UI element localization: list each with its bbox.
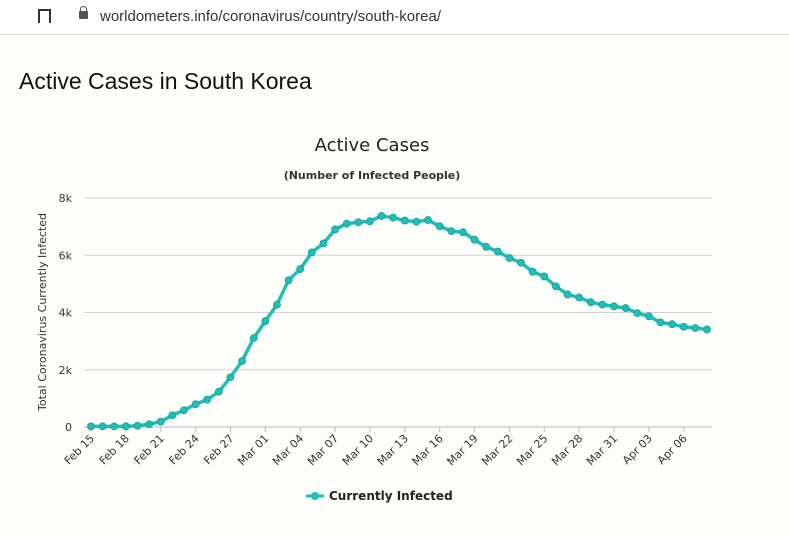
data-point[interactable] xyxy=(447,227,456,235)
lock-icon xyxy=(79,6,88,19)
page-heading: Active Cases in South Korea xyxy=(19,68,312,94)
data-point[interactable] xyxy=(168,411,177,420)
data-point[interactable] xyxy=(214,387,223,396)
data-point[interactable] xyxy=(145,420,154,429)
data-point[interactable] xyxy=(331,225,339,234)
data-point[interactable] xyxy=(273,300,281,309)
x-tick-label: Feb 18 xyxy=(97,432,132,467)
data-point[interactable] xyxy=(435,222,444,231)
data-point[interactable] xyxy=(307,248,316,257)
y-tick-label: 6k xyxy=(59,249,73,262)
data-point[interactable] xyxy=(180,406,188,415)
data-point[interactable] xyxy=(261,317,270,326)
address-bar[interactable]: worldometers.info/coronavirus/country/so… xyxy=(0,0,789,35)
data-point[interactable] xyxy=(412,217,421,226)
data-point[interactable] xyxy=(482,242,491,251)
url-text[interactable]: worldometers.info/coronavirus/country/so… xyxy=(100,8,441,25)
data-point[interactable] xyxy=(575,293,584,302)
x-tick-label: Mar 10 xyxy=(340,432,376,468)
x-tick-label: Mar 25 xyxy=(514,432,550,468)
data-point[interactable] xyxy=(691,324,700,332)
x-tick-label: Mar 16 xyxy=(410,432,446,468)
data-point[interactable] xyxy=(470,235,479,244)
y-tick-label: 0 xyxy=(65,421,72,434)
data-point[interactable] xyxy=(459,228,467,237)
data-point[interactable] xyxy=(633,309,642,318)
data-point[interactable] xyxy=(668,320,677,329)
chart-title: Active Cases xyxy=(315,135,430,156)
x-tick-label: Feb 15 xyxy=(62,432,97,467)
data-point[interactable] xyxy=(121,422,130,431)
data-point[interactable] xyxy=(598,300,607,309)
data-point[interactable] xyxy=(389,213,398,222)
data-point[interactable] xyxy=(679,322,688,331)
data-point[interactable] xyxy=(656,318,665,327)
legend-label: Currently Infected xyxy=(329,489,453,503)
data-point[interactable] xyxy=(586,298,595,307)
data-point[interactable] xyxy=(517,258,525,267)
legend-item[interactable]: Currently Infected xyxy=(306,489,453,503)
data-point[interactable] xyxy=(87,422,95,431)
data-point[interactable] xyxy=(610,302,618,311)
data-point[interactable] xyxy=(528,267,537,276)
x-tick-label: Mar 19 xyxy=(444,432,480,468)
data-point[interactable] xyxy=(156,417,165,426)
y-tick-label: 2k xyxy=(59,364,73,377)
x-tick-label: Mar 13 xyxy=(375,432,411,468)
data-point[interactable] xyxy=(493,247,502,256)
data-point[interactable] xyxy=(284,276,293,285)
data-point[interactable] xyxy=(703,325,711,334)
data-point[interactable] xyxy=(191,400,200,409)
x-tick-label: Mar 01 xyxy=(235,432,271,468)
data-point[interactable] xyxy=(644,312,653,321)
x-tick-label: Mar 22 xyxy=(479,432,515,468)
x-tick-label: Mar 28 xyxy=(549,432,585,468)
x-tick-label: Apr 06 xyxy=(655,432,690,467)
data-point[interactable] xyxy=(400,216,409,225)
data-point[interactable] xyxy=(342,219,351,228)
data-point[interactable] xyxy=(621,304,630,312)
data-point[interactable] xyxy=(563,290,572,299)
x-tick-label: Feb 21 xyxy=(132,432,167,467)
data-point[interactable] xyxy=(505,254,514,262)
x-tick-label: Mar 31 xyxy=(584,432,620,468)
data-point[interactable] xyxy=(377,212,386,220)
y-axis-label: Total Coronavirus Currently Infected xyxy=(36,213,49,412)
x-tick-label: Apr 03 xyxy=(620,432,655,467)
data-point[interactable] xyxy=(203,395,212,404)
data-point[interactable] xyxy=(319,239,328,248)
x-tick-label: Mar 04 xyxy=(270,432,306,468)
data-point[interactable] xyxy=(540,272,549,281)
x-tick-label: Feb 27 xyxy=(201,432,236,467)
data-point[interactable] xyxy=(354,218,363,227)
data-point[interactable] xyxy=(110,422,119,431)
y-tick-label: 4k xyxy=(59,307,73,320)
data-point[interactable] xyxy=(98,422,107,431)
data-point[interactable] xyxy=(133,421,142,430)
data-point[interactable] xyxy=(249,334,258,342)
data-point[interactable] xyxy=(424,216,432,224)
data-point[interactable] xyxy=(238,357,246,365)
legend-marker xyxy=(311,492,319,500)
data-point[interactable] xyxy=(296,265,305,273)
x-tick-label: Feb 24 xyxy=(166,432,201,467)
x-tick-label: Mar 07 xyxy=(305,432,341,468)
data-point[interactable] xyxy=(552,282,560,291)
data-point[interactable] xyxy=(226,373,235,382)
data-point[interactable] xyxy=(366,217,374,226)
bookmark-icon[interactable] xyxy=(38,9,51,23)
chart-subtitle: (Number of Infected People) xyxy=(284,169,461,182)
series-line xyxy=(90,214,708,429)
y-tick-label: 8k xyxy=(59,192,73,205)
